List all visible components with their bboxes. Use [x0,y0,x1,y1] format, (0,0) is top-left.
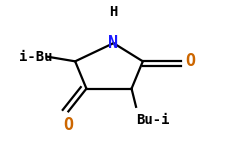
Text: O: O [186,52,196,70]
Text: N: N [109,34,118,52]
Text: i-Bu: i-Bu [19,50,52,64]
Text: H: H [109,5,118,19]
Text: Bu-i: Bu-i [136,113,170,127]
Text: O: O [63,116,73,134]
